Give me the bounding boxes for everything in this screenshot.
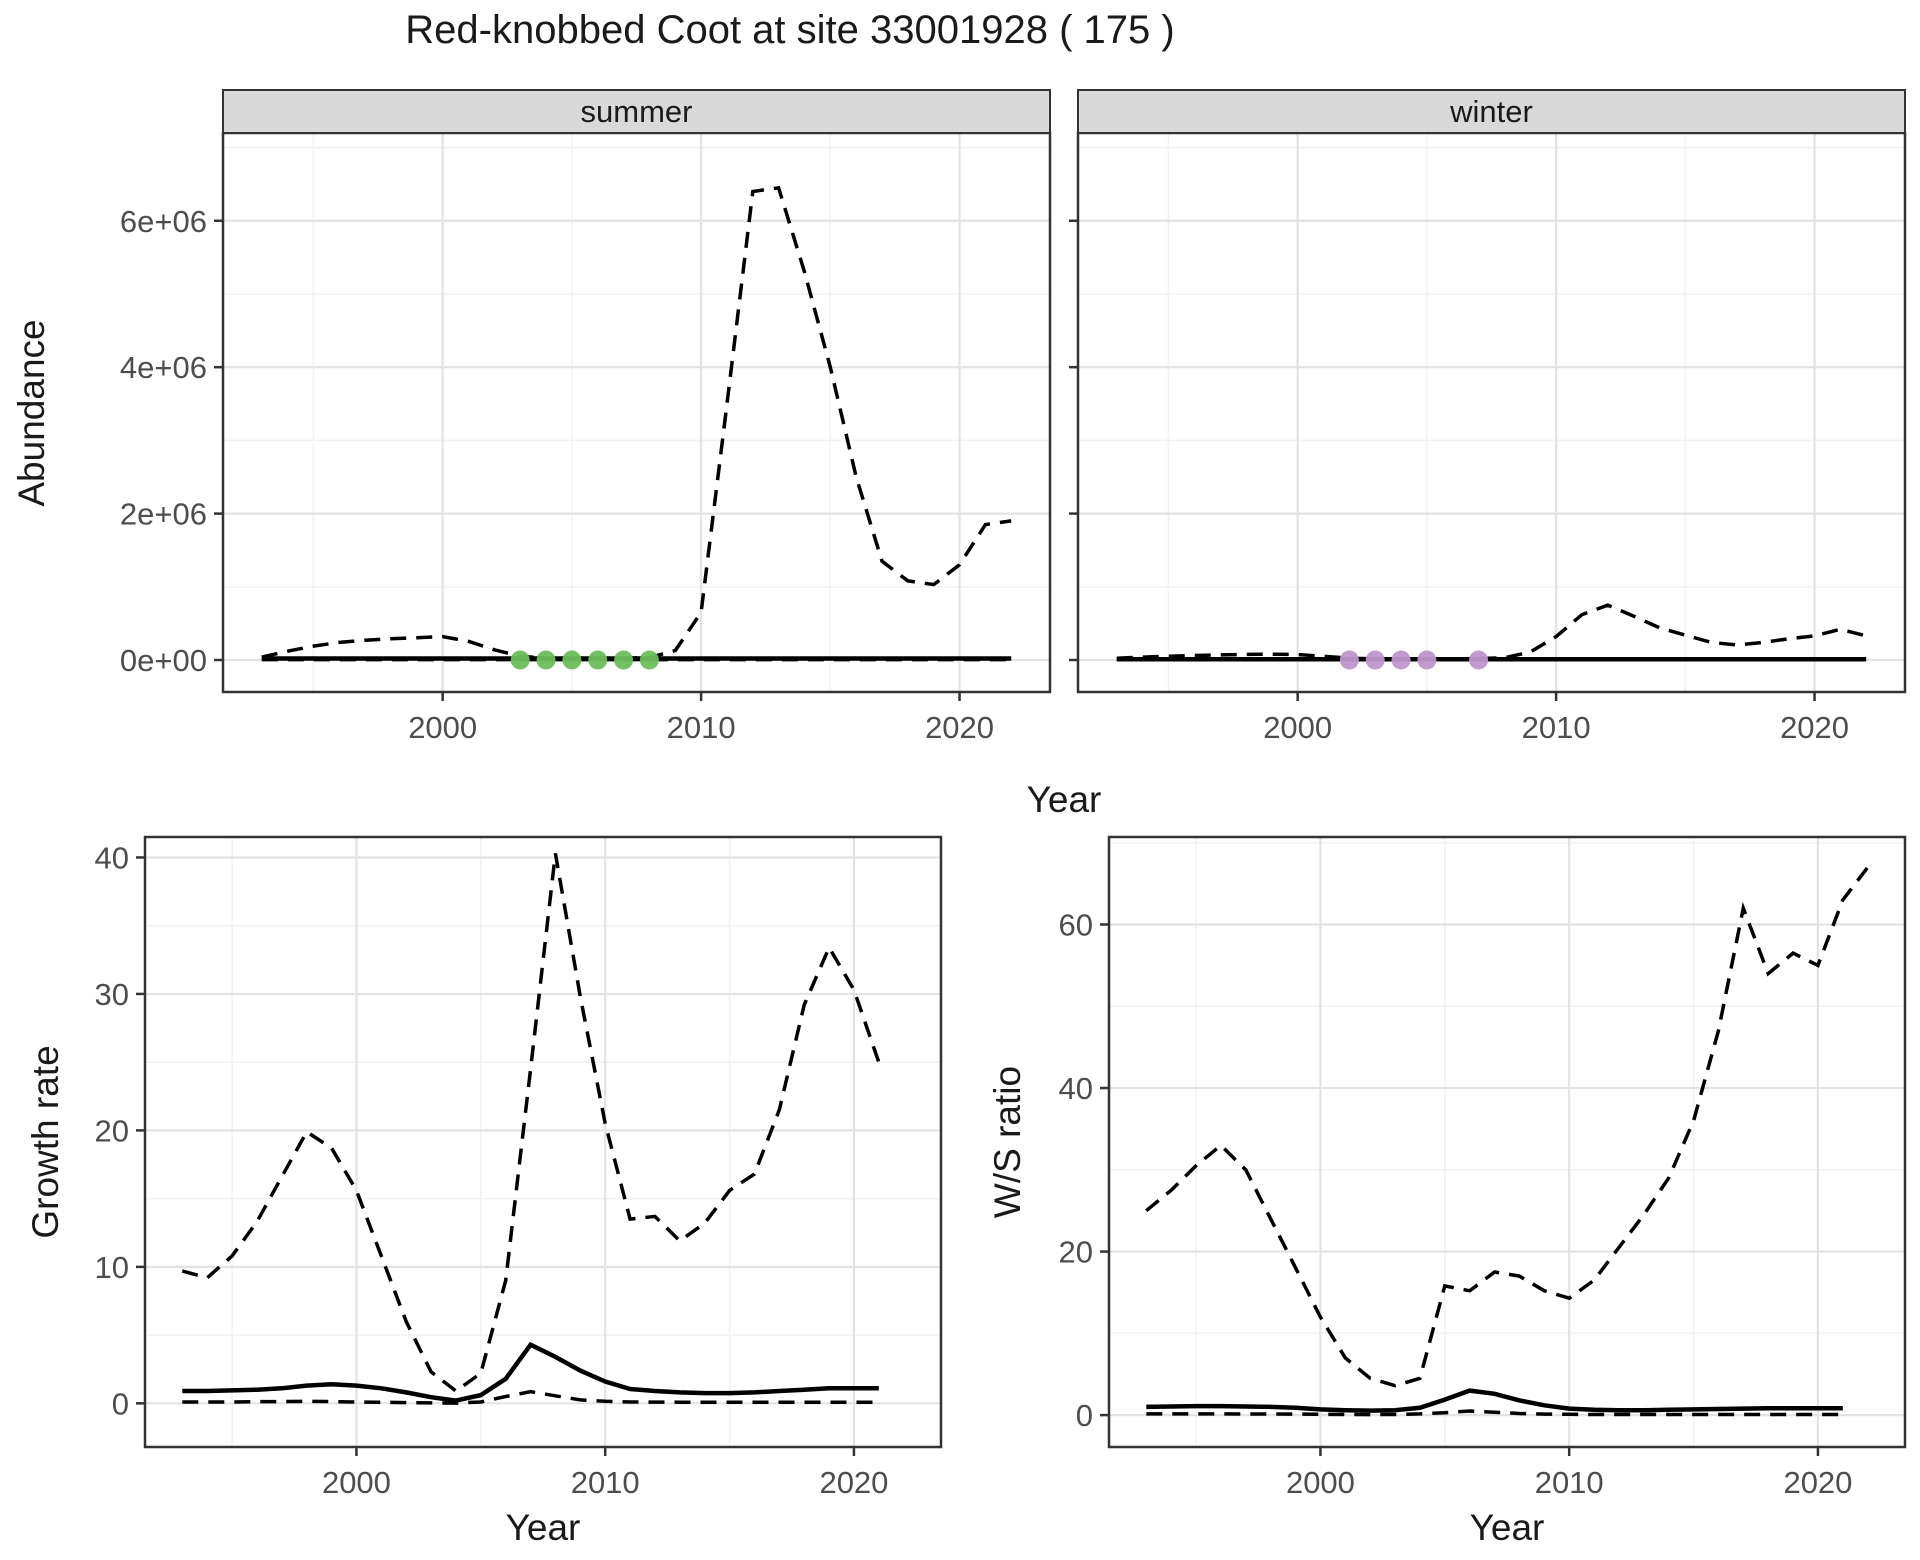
y-tick-label: 20 (1059, 1235, 1093, 1270)
x-tick-label: 2000 (1286, 1465, 1355, 1500)
abundance-summer-panel: 2000 2010 2020 0e+00 2e+06 4e+06 6e+06 (120, 131, 1052, 745)
y-tick-label: 0 (1076, 1398, 1093, 1433)
facet-strip-summer-label: summer (580, 93, 693, 129)
facet-strip-winter: winter (1077, 89, 1906, 134)
observed-zero-counts (536, 650, 556, 670)
ws-x-axis-title: Year (1469, 1507, 1545, 1548)
x-tick-label: 2020 (819, 1465, 888, 1500)
x-tick-label: 2020 (1783, 1465, 1852, 1500)
x-tick-label: 2020 (1780, 710, 1849, 745)
observed-zero-counts (1417, 650, 1437, 670)
y-tick-label: 30 (95, 977, 129, 1012)
facet-strip-winter-label: winter (1450, 93, 1533, 129)
abundance-winter-panel: 2000 2010 2020 (1069, 131, 1907, 745)
x-tick-label: 2010 (1535, 1465, 1604, 1500)
observed-zero-counts (1469, 650, 1489, 670)
y-tick-label: 6e+06 (120, 204, 207, 239)
observed-zero-counts (1391, 650, 1411, 670)
growth-rate-panel: 2000 2010 2020 0 10 20 30 40 (95, 835, 943, 1500)
x-tick-label: 2010 (571, 1465, 640, 1500)
page-title: Red-knobbed Coot at site 33001928 ( 175 … (405, 8, 1175, 52)
observed-zero-counts (510, 650, 530, 670)
series-lower-ci (182, 1389, 879, 1405)
y-tick-label: 40 (95, 840, 129, 875)
y-tick-label: 10 (95, 1250, 129, 1285)
y-tick-label: 20 (95, 1113, 129, 1148)
growth-rate-axis-title: Growth rate (25, 1045, 66, 1239)
observed-zero-counts (588, 650, 608, 670)
x-tick-label: 2020 (925, 710, 994, 745)
y-tick-label: 2e+06 (120, 497, 207, 532)
y-tick-label: 0 (112, 1386, 129, 1421)
y-tick-label: 60 (1059, 907, 1093, 942)
observed-zero-counts (1365, 650, 1385, 670)
series-estimate (1146, 1388, 1843, 1413)
x-tick-label: 2010 (667, 710, 736, 745)
ws-ratio-panel: 2000 2010 2020 0 20 40 60 (1059, 835, 1907, 1500)
observed-zero-counts (614, 650, 634, 670)
y-tick-label: 4e+06 (120, 350, 207, 385)
observed-zero-counts (639, 650, 659, 670)
top-x-axis-title: Year (1026, 779, 1102, 820)
growth-x-axis-title: Year (505, 1507, 581, 1548)
series-estimate (182, 1341, 879, 1403)
observed-zero-counts (1339, 650, 1359, 670)
series-upper-ci (181, 853, 881, 1394)
facet-strip-summer: summer (222, 89, 1051, 134)
abundance-axis-title: Abundance (11, 319, 52, 507)
y-tick-label: 40 (1059, 1071, 1093, 1106)
series-lower-ci (1146, 1409, 1843, 1417)
x-tick-label: 2000 (1263, 710, 1332, 745)
x-tick-label: 2010 (1522, 710, 1591, 745)
ws-ratio-axis-title: W/S ratio (987, 1065, 1028, 1219)
y-tick-label: 0e+00 (120, 643, 207, 678)
x-tick-label: 2000 (408, 710, 477, 745)
x-tick-label: 2000 (322, 1465, 391, 1500)
observed-zero-counts (562, 650, 582, 670)
